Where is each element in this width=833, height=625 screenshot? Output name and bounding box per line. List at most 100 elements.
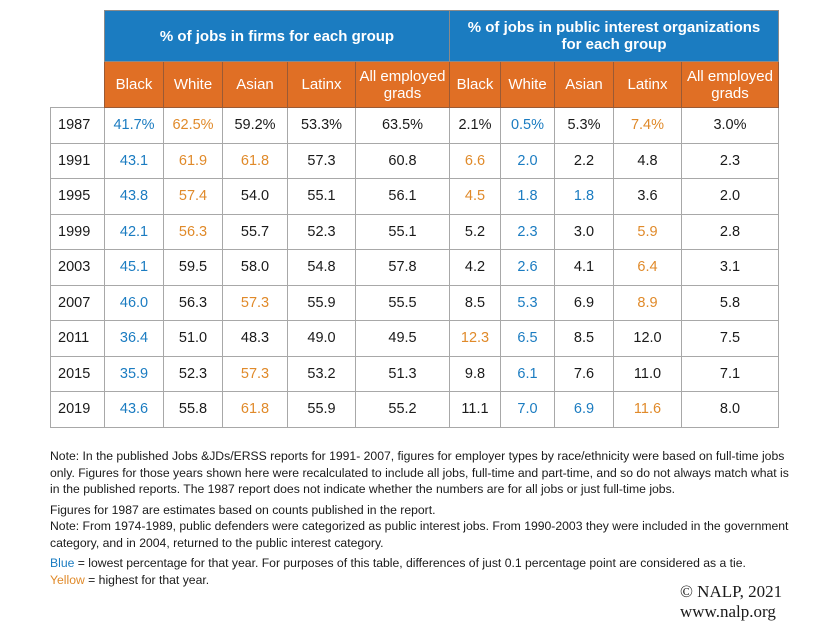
public-interest-asian-cell: 3.0 [554, 213, 614, 250]
table-row: 2003 45.1 59.5 58.0 54.8 57.8 4.2 2.6 4.1 6.4 3.1 [50, 249, 779, 286]
firms-latinx-cell: 49.0 [287, 320, 356, 357]
firms-white-cell: 59.5 [163, 249, 223, 286]
firms-black-cell: 43.6 [104, 391, 164, 428]
legend-yellow-word: Yellow [50, 572, 85, 587]
year-cell: 1987 [50, 107, 105, 144]
public-interest-white-cell: 6.1 [500, 355, 555, 392]
firms-latinx-cell: 55.1 [287, 178, 356, 215]
public-interest-latinx-cell: 4.8 [613, 142, 682, 179]
firms-latinx-cell: 57.3 [287, 142, 356, 179]
firms-black-cell: 35.9 [104, 355, 164, 392]
year-cell: 2011 [50, 320, 105, 357]
note-public-defenders: Note: From 1974-1989, public defenders w… [50, 519, 789, 550]
firms-latinx-cell: 54.8 [287, 249, 356, 286]
firms-white-cell: 52.3 [163, 355, 223, 392]
firms-black-cell: 41.7% [104, 107, 164, 144]
public-interest-all-cell: 2.0 [681, 178, 779, 215]
firms-all-cell: 55.1 [355, 213, 450, 250]
firms-white-cell: 56.3 [163, 213, 223, 250]
website-link[interactable]: www.nalp.org [680, 602, 776, 621]
public-interest-all-cell: 8.0 [681, 391, 779, 428]
subheader-firms-latinx: Latinx [287, 61, 356, 108]
table-row: 1987 41.7% 62.5% 59.2% 53.3% 63.5% 2.1% 0.5% 5.3… [50, 107, 779, 144]
public-interest-asian-cell: 6.9 [554, 391, 614, 428]
group-header-public-interest-line2: for each group [561, 36, 667, 53]
public-interest-asian-cell: 6.9 [554, 284, 614, 321]
firms-white-cell: 51.0 [163, 320, 223, 357]
firms-all-cell: 63.5% [355, 107, 450, 144]
year-cell: 2015 [50, 355, 105, 392]
subheader-firms-black: Black [104, 61, 164, 108]
public-interest-all-cell: 7.1 [681, 355, 779, 392]
subheader-pi-asian: Asian [554, 61, 614, 108]
notes-section: Note: In the published Jobs &JDs/ERSS re… [50, 448, 790, 588]
firms-white-cell: 55.8 [163, 391, 223, 428]
group-header-row: % of jobs in firms for each group % of j… [50, 10, 779, 62]
legend-blue-text: = lowest percentage for that year. For p… [74, 556, 746, 570]
group-header-public-interest-line1: % of jobs in public interest organizatio… [467, 19, 761, 36]
public-interest-black-cell: 9.8 [449, 355, 501, 392]
firms-all-cell: 57.8 [355, 249, 450, 286]
public-interest-asian-cell: 8.5 [554, 320, 614, 357]
table-row: 2007 46.0 56.3 57.3 55.9 55.5 8.5 5.3 6.9 8.9 5.8 [50, 284, 779, 321]
subheader-all-line2: grads [383, 84, 422, 102]
firms-latinx-cell: 55.9 [287, 284, 356, 321]
corner-blank-2 [50, 61, 105, 108]
firms-white-cell: 62.5% [163, 107, 223, 144]
subheader-row: Black White Asian Latinx All employed gra… [50, 61, 779, 108]
public-interest-asian-cell: 4.1 [554, 249, 614, 286]
firms-asian-cell: 48.3 [222, 320, 288, 357]
table-row: 2019 43.6 55.8 61.8 55.9 55.2 11.1 7.0 6.9 11.6 8.… [50, 391, 779, 428]
year-cell: 1995 [50, 178, 105, 215]
public-interest-latinx-cell: 11.0 [613, 355, 682, 392]
public-interest-asian-cell: 1.8 [554, 178, 614, 215]
public-interest-all-cell: 5.8 [681, 284, 779, 321]
year-cell: 2019 [50, 391, 105, 428]
firms-black-cell: 45.1 [104, 249, 164, 286]
public-interest-black-cell: 12.3 [449, 320, 501, 357]
public-interest-white-cell: 2.6 [500, 249, 555, 286]
firms-latinx-cell: 55.9 [287, 391, 356, 428]
public-interest-black-cell: 4.5 [449, 178, 501, 215]
public-interest-latinx-cell: 7.4% [613, 107, 682, 144]
firms-all-cell: 60.8 [355, 142, 450, 179]
firms-black-cell: 43.1 [104, 142, 164, 179]
firms-asian-cell: 61.8 [222, 391, 288, 428]
note-1987-estimates: Figures for 1987 are estimates based on … [50, 502, 436, 517]
legend-blue-word: Blue [50, 556, 75, 570]
firms-asian-cell: 61.8 [222, 142, 288, 179]
public-interest-latinx-cell: 5.9 [613, 213, 682, 250]
public-interest-black-cell: 5.2 [449, 213, 501, 250]
public-interest-white-cell: 1.8 [500, 178, 555, 215]
table-row: 1991 43.1 61.9 61.8 57.3 60.8 6.6 2.0 2.2 4.8 2.3 [50, 142, 779, 179]
firms-latinx-cell: 53.2 [287, 355, 356, 392]
year-cell: 1999 [50, 213, 105, 250]
subheader-firms-asian: Asian [222, 61, 288, 108]
public-interest-white-cell: 2.0 [500, 142, 555, 179]
subheader-pi-black: Black [449, 61, 501, 108]
subheader-pi-white: White [500, 61, 555, 108]
group-header-firms: % of jobs in firms for each group [104, 10, 450, 62]
firms-latinx-cell: 52.3 [287, 213, 356, 250]
public-interest-latinx-cell: 11.6 [613, 391, 682, 428]
public-interest-white-cell: 5.3 [500, 284, 555, 321]
firms-black-cell: 42.1 [104, 213, 164, 250]
table-body: 1987 41.7% 62.5% 59.2% 53.3% 63.5% 2.1% 0.5% 5.3… [50, 107, 779, 428]
year-cell: 2003 [50, 249, 105, 286]
public-interest-black-cell: 6.6 [449, 142, 501, 179]
subheader-all-line1: All employed [687, 67, 773, 85]
firms-asian-cell: 59.2% [222, 107, 288, 144]
firms-all-cell: 55.2 [355, 391, 450, 428]
public-interest-asian-cell: 5.3% [554, 107, 614, 144]
subheader-firms-white: White [163, 61, 223, 108]
subheader-all-line1: All employed [359, 67, 446, 85]
public-interest-latinx-cell: 3.6 [613, 178, 682, 215]
firms-black-cell: 46.0 [104, 284, 164, 321]
year-cell: 1991 [50, 142, 105, 179]
public-interest-all-cell: 3.0% [681, 107, 779, 144]
subheader-pi-latinx: Latinx [613, 61, 682, 108]
firms-all-cell: 55.5 [355, 284, 450, 321]
firms-asian-cell: 55.7 [222, 213, 288, 250]
table-row: 1995 43.8 57.4 54.0 55.1 56.1 4.5 1.8 1.8 3.6 2.0 [50, 178, 779, 215]
legend-blue: Blue = lowest percentage for that year. … [50, 555, 790, 572]
